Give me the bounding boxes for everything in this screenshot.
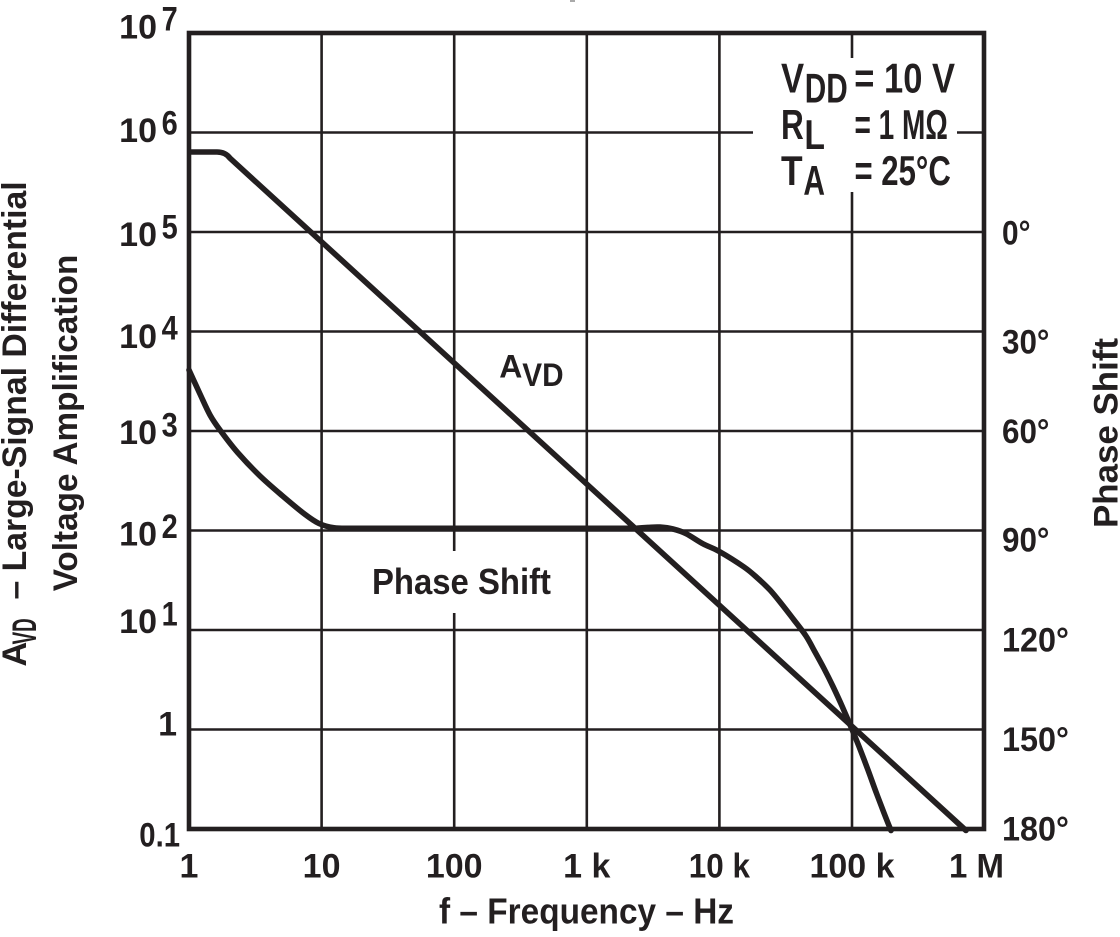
svg-text:Voltage Amplification: Voltage Amplification xyxy=(47,255,85,592)
svg-text:0°: 0° xyxy=(1002,214,1031,252)
svg-text:f – Frequency – Hz: f – Frequency – Hz xyxy=(439,891,734,932)
svg-text:120°: 120° xyxy=(1002,621,1069,659)
svg-text:1 k: 1 k xyxy=(563,848,610,886)
svg-text:10 k: 10 k xyxy=(689,848,750,886)
svg-text:30°: 30° xyxy=(1002,324,1050,362)
svg-text:90°: 90° xyxy=(1002,522,1050,560)
svg-text:60°: 60° xyxy=(1002,413,1050,451)
svg-text:100 k: 100 k xyxy=(810,848,895,886)
svg-text:10: 10 xyxy=(303,848,341,886)
svg-text:180°: 180° xyxy=(1002,810,1069,848)
svg-text:1: 1 xyxy=(158,706,177,744)
svg-text:1 M: 1 M xyxy=(949,848,1004,886)
svg-text:100: 100 xyxy=(426,848,483,886)
svg-text:Phase Shift: Phase Shift xyxy=(372,561,551,602)
svg-text:Phase Shift: Phase Shift xyxy=(1088,338,1120,528)
svg-text:0.1: 0.1 xyxy=(139,817,180,855)
svg-text:150°: 150° xyxy=(1002,721,1069,759)
svg-text:1: 1 xyxy=(180,848,199,886)
